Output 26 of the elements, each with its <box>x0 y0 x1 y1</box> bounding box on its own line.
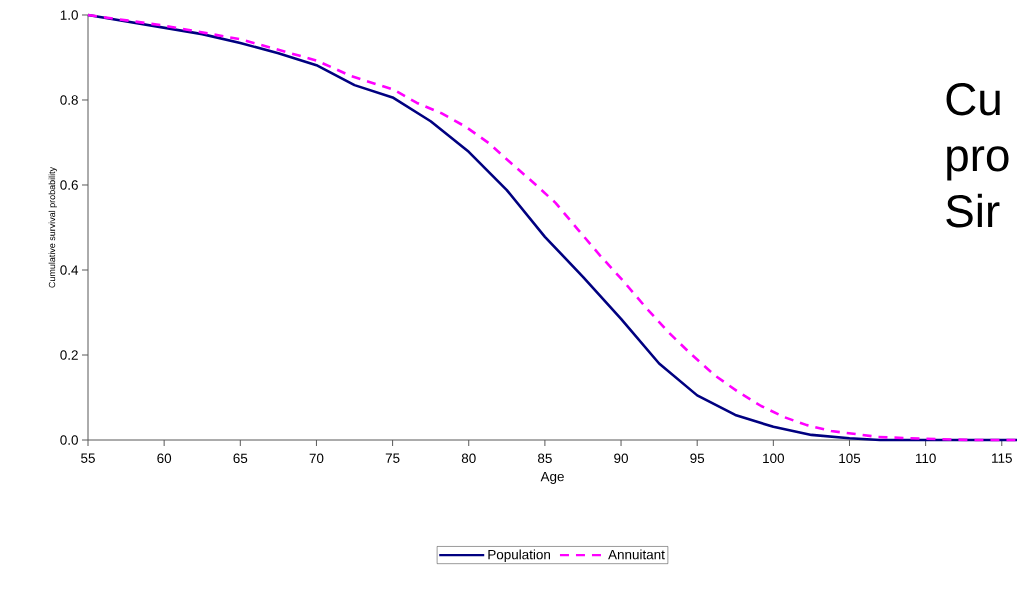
x-tick-label: 55 <box>81 453 95 463</box>
y-tick-label: 0.0 <box>60 435 78 445</box>
annotation: Cu <box>946 82 1000 116</box>
x-tick-label: 80 <box>461 453 476 464</box>
x-tick-label: 105 <box>839 453 861 464</box>
x-tick-label: 115 <box>992 453 1012 463</box>
y-tick-label: 0.8 <box>60 95 78 105</box>
x-tick-label: 110 <box>915 453 936 464</box>
x-tick-label: 65 <box>233 453 248 464</box>
y-axis-title: Cumulative survival probability <box>48 167 57 288</box>
x-tick-label: 75 <box>385 453 400 463</box>
annotation: Sir <box>946 193 1000 228</box>
x-tick-label: 100 <box>763 453 785 464</box>
x-tick-label: 95 <box>690 453 705 464</box>
legend-label: Population <box>488 549 550 562</box>
x-tick-label: 60 <box>157 453 172 464</box>
y-tick-label: 0.6 <box>60 180 78 190</box>
y-tick-label: 0.4 <box>60 265 79 275</box>
x-tick-label: 85 <box>537 453 552 464</box>
x-tick-label: 90 <box>614 453 628 464</box>
y-tick-label: 0.2 <box>60 350 78 360</box>
x-tick-label: 70 <box>309 453 324 464</box>
x-axis-title: Age <box>540 471 564 484</box>
annotation: pro <box>947 146 1009 181</box>
legend-label: Annuitant <box>608 549 665 560</box>
y-tick-label: 1.0 <box>60 10 78 20</box>
